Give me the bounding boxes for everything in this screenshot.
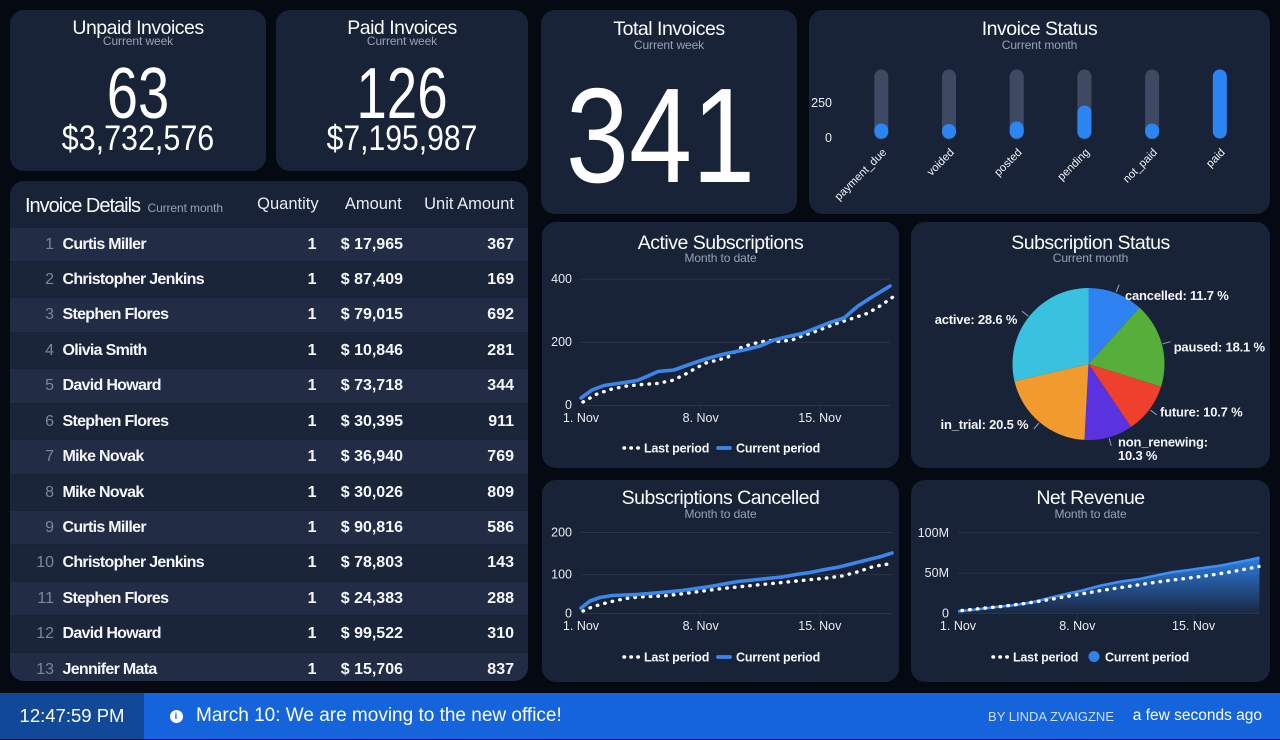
svg-text:Last period: Last period [1013,651,1078,665]
svg-text:voided: voided [925,147,957,179]
svg-text:100M: 100M [918,526,949,540]
svg-text:active: 28.6 %: active: 28.6 % [935,312,1018,327]
svg-text:1. Nov: 1. Nov [563,619,600,633]
svg-text:8. Nov: 8. Nov [683,619,720,633]
svg-text:0: 0 [565,398,572,412]
svg-text:1. Nov: 1. Nov [940,619,977,633]
svg-text:8. Nov: 8. Nov [1059,619,1096,633]
svg-text:non_renewing:: non_renewing: [1118,435,1208,450]
svg-text:Last period: Last period [644,651,709,665]
svg-text:Current period: Current period [736,442,820,456]
svg-text:posted: posted [992,147,1024,179]
svg-text:paused: 18.1 %: paused: 18.1 % [1174,340,1266,355]
svg-text:400: 400 [551,272,572,286]
svg-text:paid: paid [1204,147,1227,170]
svg-text:250: 250 [811,96,832,110]
svg-text:8. Nov: 8. Nov [683,411,720,425]
svg-text:0: 0 [825,131,832,145]
svg-text:200: 200 [551,335,572,349]
svg-text:1. Nov: 1. Nov [563,411,600,425]
svg-text:Current period: Current period [736,651,820,665]
svg-text:15. Nov: 15. Nov [798,619,842,633]
svg-text:not_paid: not_paid [1121,147,1160,186]
svg-text:0: 0 [565,607,572,621]
svg-text:future: 10.7 %: future: 10.7 % [1160,405,1243,420]
svg-text:pending: pending [1056,147,1093,184]
svg-text:in_trial: 20.5 %: in_trial: 20.5 % [941,417,1029,432]
svg-text:payment_due: payment_due [833,147,889,203]
svg-text:15. Nov: 15. Nov [1172,619,1216,633]
svg-text:100: 100 [551,568,572,582]
svg-text:50M: 50M [925,566,949,580]
svg-text:Last period: Last period [644,442,709,456]
svg-text:200: 200 [551,526,572,540]
svg-text:10.3 %: 10.3 % [1118,448,1158,463]
svg-text:cancelled: 11.7 %: cancelled: 11.7 % [1125,288,1229,303]
svg-text:0: 0 [942,606,949,620]
svg-text:Current period: Current period [1105,651,1189,665]
svg-text:15. Nov: 15. Nov [798,411,842,425]
